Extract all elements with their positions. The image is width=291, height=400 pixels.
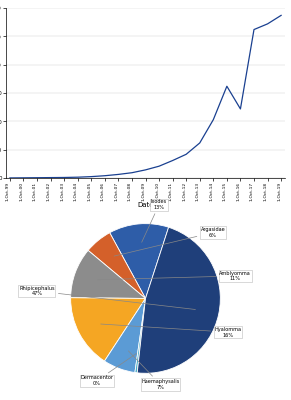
- Wedge shape: [88, 233, 146, 298]
- Text: Rhipicephalus
47%: Rhipicephalus 47%: [19, 286, 196, 310]
- Text: Haemaphysalis
7%: Haemaphysalis 7%: [128, 351, 180, 390]
- Wedge shape: [110, 224, 168, 298]
- Text: Amblyomma
11%: Amblyomma 11%: [98, 270, 251, 281]
- Wedge shape: [71, 250, 146, 298]
- Wedge shape: [137, 227, 220, 373]
- Wedge shape: [135, 298, 146, 373]
- Wedge shape: [104, 298, 146, 372]
- Text: Dermacentor
0%: Dermacentor 0%: [80, 354, 136, 386]
- X-axis label: Date: Date: [137, 202, 154, 208]
- Wedge shape: [71, 298, 146, 361]
- Text: Ixodes
13%: Ixodes 13%: [142, 200, 167, 242]
- Text: Argasidae
6%: Argasidae 6%: [114, 227, 225, 256]
- Text: Hyalomma
16%: Hyalomma 16%: [101, 324, 241, 338]
